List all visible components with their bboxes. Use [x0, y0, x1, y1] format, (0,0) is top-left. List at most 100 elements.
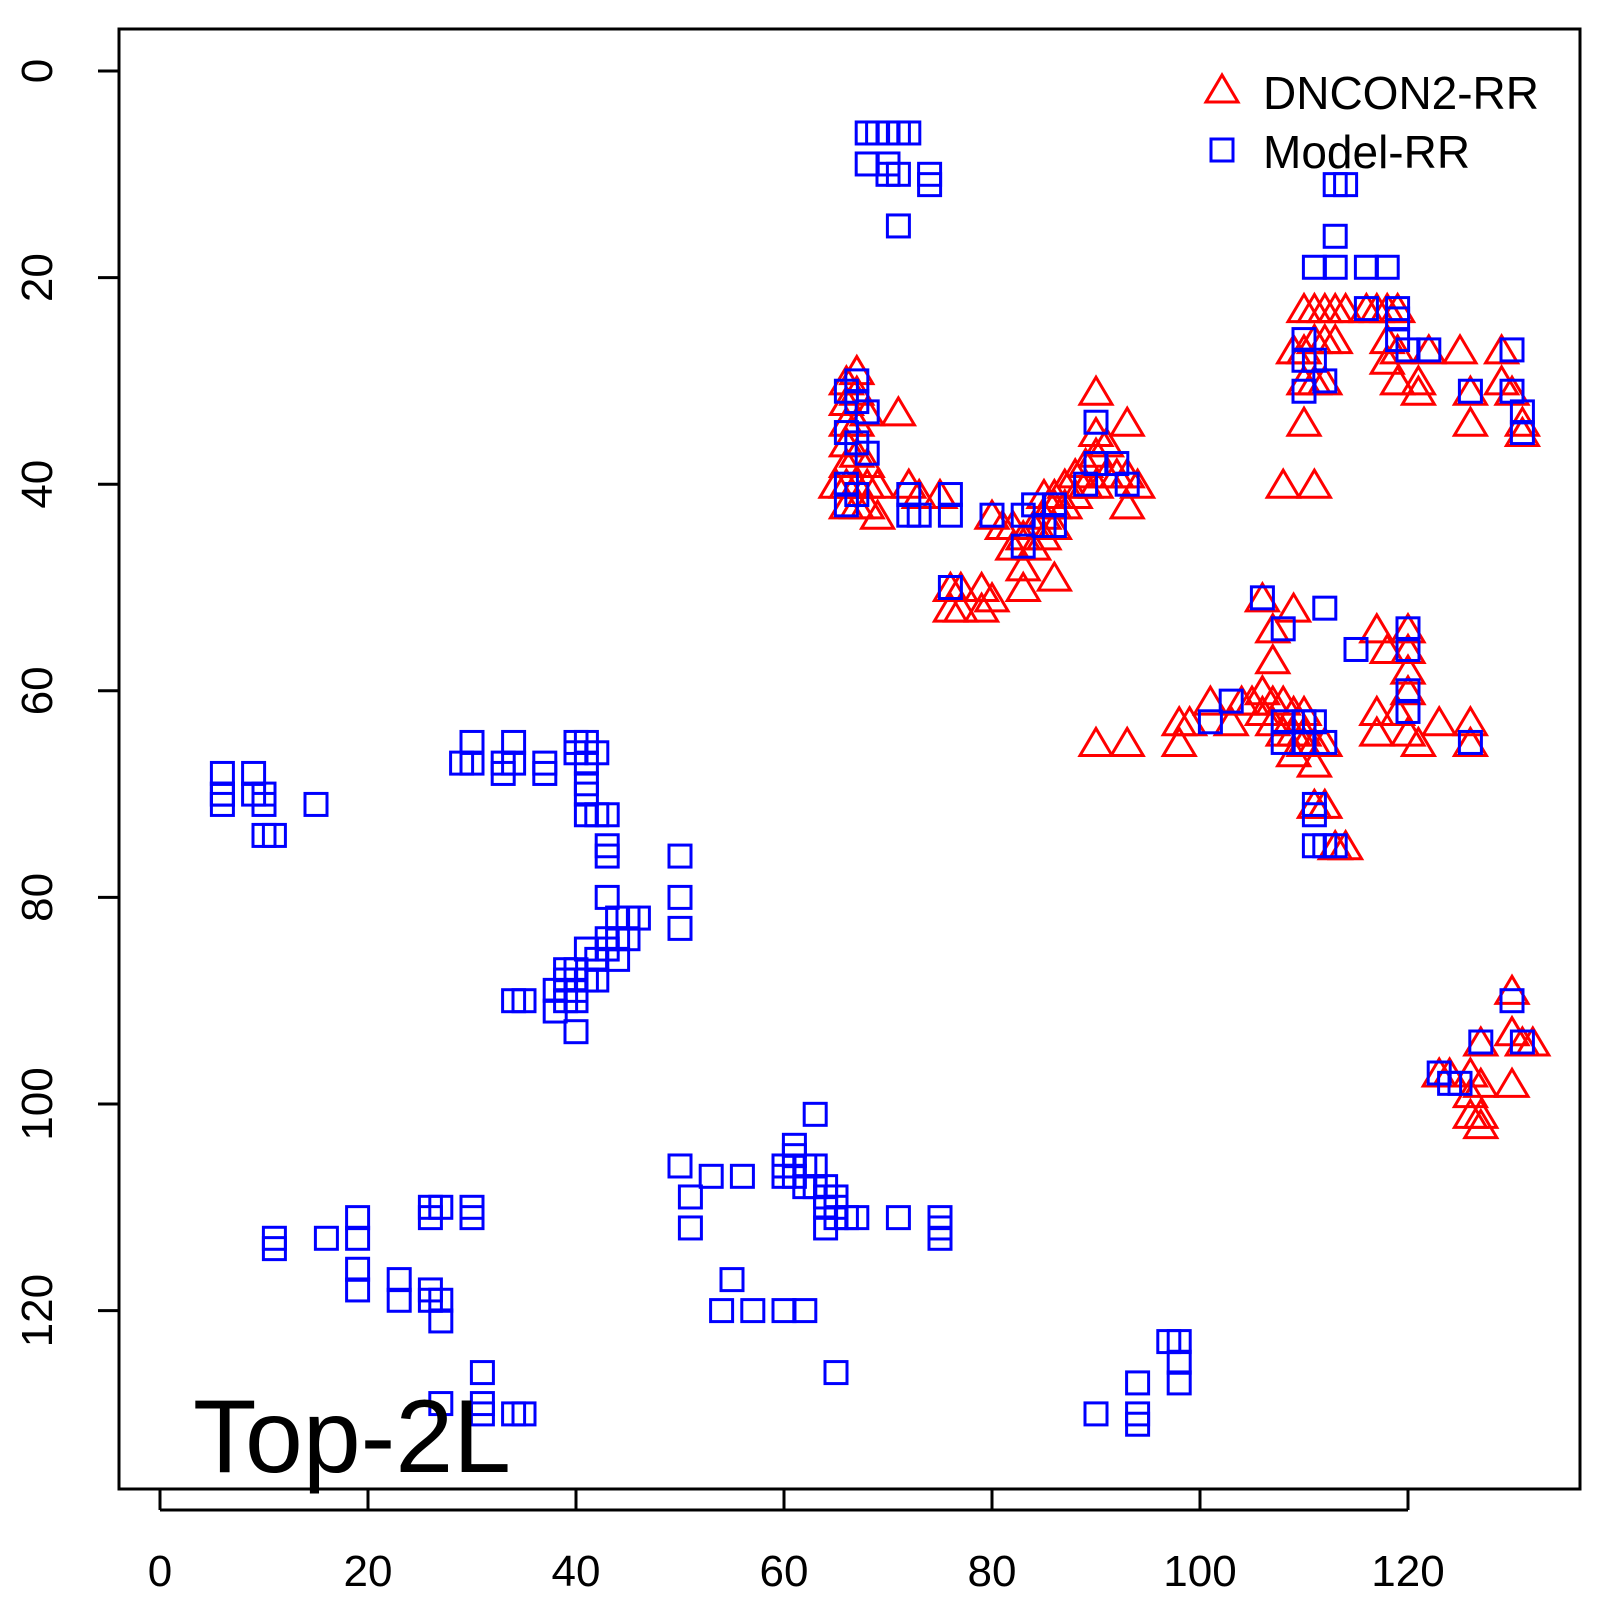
- model-rr-point-70: [1395, 698, 1421, 724]
- y-tick-label-4: 80: [13, 873, 62, 922]
- model-rr-point-66: [1343, 636, 1369, 662]
- dncon2-rr-point-129: [1368, 343, 1406, 375]
- model-rr-point-97: [459, 750, 485, 776]
- dncon2-rr-point-132: [1399, 363, 1438, 396]
- model-rr-point-55: [1041, 513, 1067, 539]
- model-rr-point-171: [677, 1215, 703, 1241]
- model-rr-point-202: [823, 1360, 849, 1386]
- y-tick-label-5: 100: [13, 1067, 62, 1140]
- model-rr-point-170: [677, 1184, 703, 1210]
- dncon2-rr-point-153: [1462, 1107, 1500, 1140]
- x-tick-label-5: 100: [1163, 1547, 1236, 1596]
- dncon2-rr-point-65: [1108, 725, 1146, 757]
- dncon2-rr-point-126: [1306, 363, 1344, 396]
- dncon2-rr-point-53: [1077, 374, 1115, 406]
- x-tick-label-4: 80: [968, 1547, 1017, 1596]
- model-rr-point-176: [740, 1298, 766, 1324]
- model-rr-point-31: [1499, 337, 1525, 363]
- model-rr-point-16: [1322, 254, 1348, 280]
- plot-frame: [117, 27, 1582, 1491]
- model-rr-point-160: [428, 1308, 454, 1334]
- model-rr-point-10: [917, 172, 943, 198]
- model-rr-point-196: [844, 1205, 870, 1231]
- y-tick-label-0: 0: [13, 59, 62, 83]
- model-rr-point-34: [1509, 420, 1535, 446]
- dncon2-rr-point-67: [1160, 725, 1198, 757]
- model-rr-point-62: [937, 575, 963, 600]
- model-rr-point-169: [667, 1153, 693, 1179]
- model-rr-point-47: [906, 502, 932, 528]
- model-rr-point-57: [1083, 409, 1109, 435]
- y-tick-label-6: 120: [13, 1274, 62, 1347]
- model-rr-point-197: [813, 1215, 839, 1241]
- legend-triangle-marker: [1203, 72, 1241, 104]
- dncon2-rr-point-73: [1243, 580, 1282, 613]
- dncon2-rr-point-135: [1441, 332, 1479, 365]
- model-rr-point-149: [345, 1225, 371, 1251]
- model-rr-point-13: [1333, 172, 1359, 198]
- dncon2-rr-point-95: [1326, 828, 1365, 861]
- model-rr-point-174: [719, 1267, 745, 1293]
- model-rr-point-29: [1291, 378, 1317, 404]
- model-rr-point-137: [563, 988, 589, 1014]
- legend-label-model-rr: Model-RR: [1263, 126, 1470, 178]
- model-rr-point-178: [792, 1298, 818, 1324]
- model-rr-point-4: [896, 120, 922, 146]
- dncon2-rr-point-37: [1004, 570, 1042, 602]
- model-rr-point-64: [1270, 616, 1296, 642]
- model-rr-point-24: [1416, 337, 1442, 363]
- dncon2-rr-point-106: [1399, 725, 1438, 757]
- model-rr-point-175: [709, 1298, 735, 1324]
- dncon2-rr-point-131: [1378, 363, 1417, 396]
- model-rr-point-204: [1125, 1370, 1151, 1396]
- model-rr-point-213: [1447, 1070, 1473, 1096]
- model-rr-point-72: [1218, 688, 1244, 714]
- model-rr-point-153: [386, 1287, 412, 1313]
- dncon2-rr-point-108: [1451, 704, 1490, 737]
- dncon2-rr-point-64: [1077, 725, 1115, 757]
- dncon2-rr-point-137: [1451, 405, 1490, 437]
- model-rr-point-215: [1499, 988, 1525, 1014]
- model-rr-point-144: [209, 781, 235, 807]
- model-rr-point-19: [1353, 296, 1379, 322]
- x-tick-label-3: 60: [760, 1547, 809, 1596]
- model-rr-point-94: [303, 791, 329, 817]
- dncon2-rr-point-136: [1451, 374, 1490, 406]
- model-rr-point-167: [511, 1401, 537, 1427]
- model-rr-point-11: [885, 213, 911, 239]
- legend-label-dncon2-rr: DNCON2-RR: [1263, 67, 1539, 119]
- model-rr-point-41: [854, 440, 880, 466]
- dncon2-rr-point-127: [1316, 322, 1354, 355]
- model-rr-point-198: [885, 1205, 911, 1231]
- x-axis: 0 20 40 60 80 100 120: [148, 1489, 1445, 1596]
- dncon2-rr-point-144: [1295, 467, 1334, 499]
- dncon2-rr-point-142: [1503, 415, 1542, 448]
- dncon2-rr-point-109: [1451, 725, 1490, 757]
- dncon2-rr-point-99: [1368, 632, 1406, 664]
- dncon2-rr-point-68: [1170, 704, 1209, 737]
- model-rr-point-71: [1197, 709, 1223, 735]
- dncon2-rr-point-103: [1389, 653, 1427, 685]
- model-rr-point-216: [1509, 1029, 1535, 1055]
- model-rr-point-61: [1010, 533, 1036, 559]
- x-tick-label-6: 120: [1371, 1547, 1444, 1596]
- dncon2-rr-point-122: [1285, 405, 1323, 437]
- model-rr-point-18: [1374, 254, 1400, 280]
- dncon2-rr-point-46: [1035, 560, 1074, 592]
- model-rr-point-79: [1457, 729, 1483, 755]
- dncon2-rr-point-101: [1389, 611, 1427, 644]
- model-rr-point-84: [1322, 833, 1348, 859]
- model-rr-point-162: [459, 1205, 485, 1231]
- dncon2-rr-point-152: [1462, 1097, 1500, 1129]
- model-rr-point-163: [469, 1360, 495, 1386]
- model-rr-point-165: [469, 1401, 495, 1427]
- dncon2-rr-point-39: [1014, 529, 1053, 561]
- dncon2-rr-point-26: [942, 570, 980, 602]
- dncon2-rr-point-98: [1358, 715, 1396, 747]
- dncon2-rr-point-60: [1108, 405, 1146, 437]
- data-marks: [209, 120, 1552, 1437]
- dncon2-rr-point-63: [1118, 467, 1157, 499]
- dncon2-rr-point-133: [1399, 374, 1438, 406]
- dncon2-rr-point-27: [942, 591, 980, 623]
- dncon2-rr-point-76: [1254, 611, 1292, 644]
